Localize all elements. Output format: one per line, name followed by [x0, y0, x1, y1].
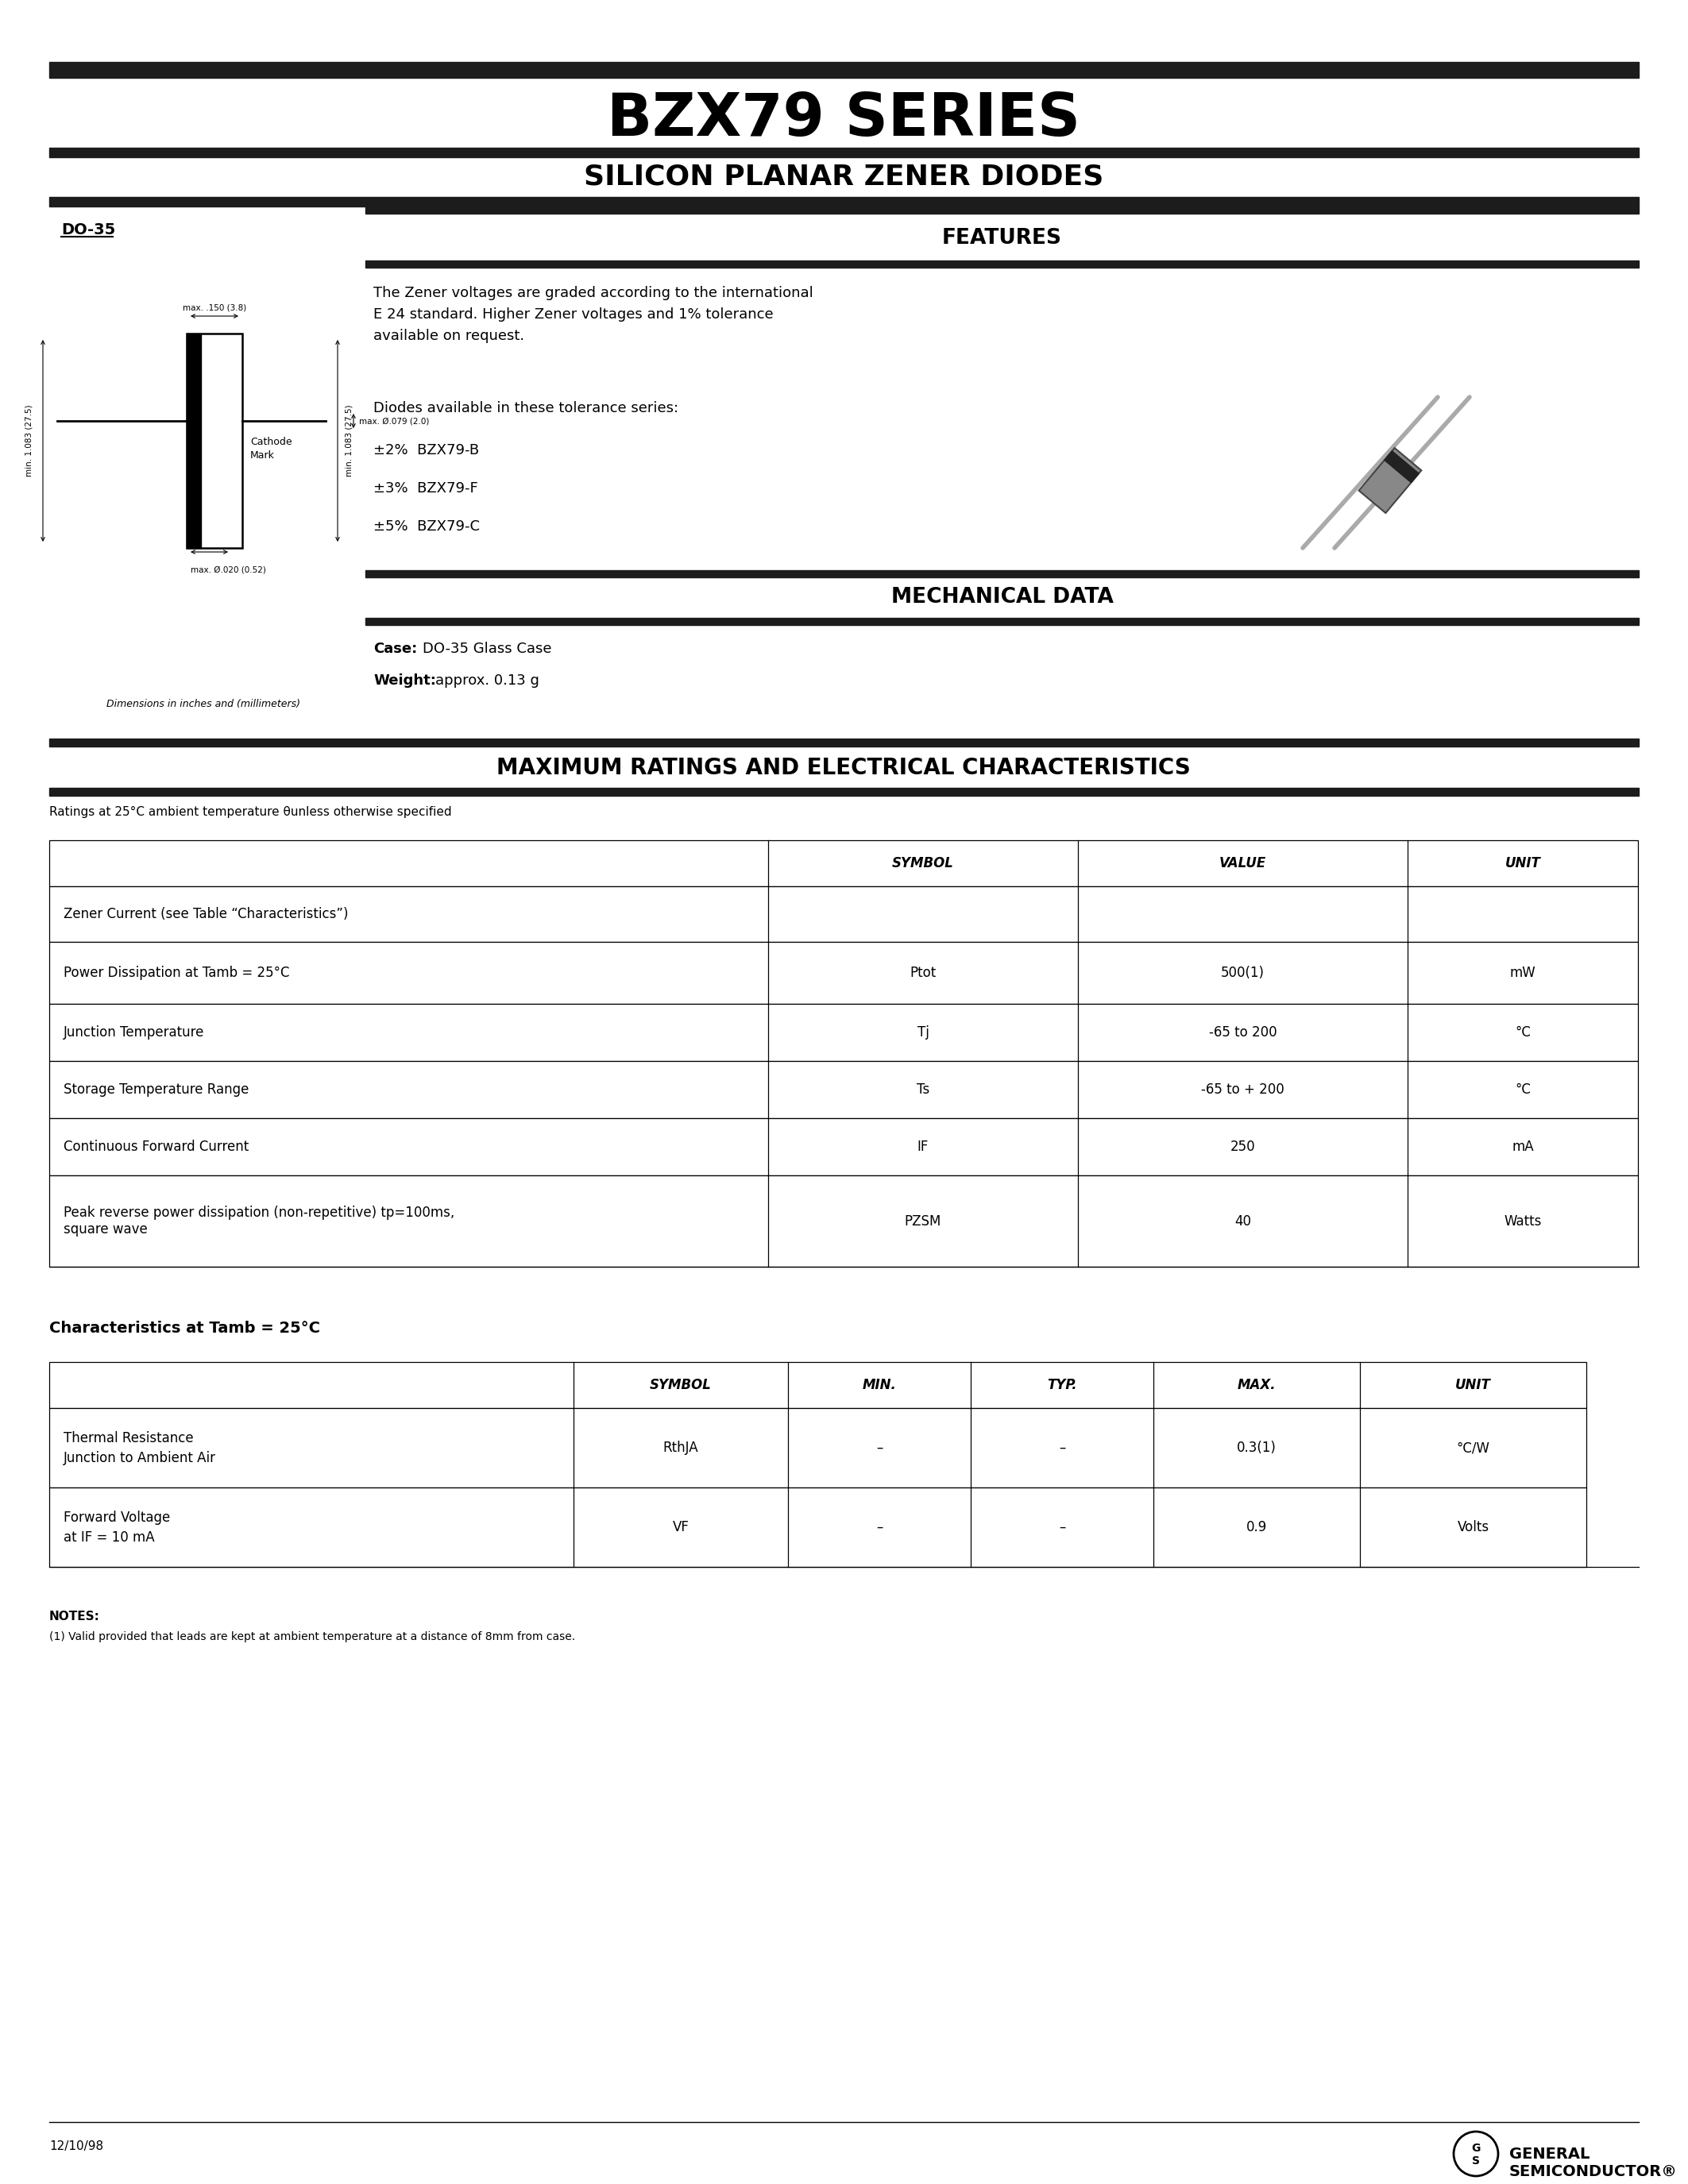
Text: 0.9: 0.9	[1246, 1520, 1268, 1535]
Text: Storage Temperature Range: Storage Temperature Range	[64, 1083, 248, 1096]
Text: max. Ø.020 (0.52): max. Ø.020 (0.52)	[191, 566, 267, 574]
Text: Ts: Ts	[917, 1083, 930, 1096]
Text: –: –	[1058, 1520, 1065, 1535]
Text: Junction Temperature: Junction Temperature	[64, 1024, 204, 1040]
Text: mW: mW	[1509, 965, 1536, 981]
Bar	[49, 841, 1637, 887]
Text: Characteristics at Tamb = 25°C: Characteristics at Tamb = 25°C	[49, 1321, 321, 1337]
Text: 40: 40	[1234, 1214, 1251, 1227]
Bar	[49, 61, 1639, 79]
Text: ±2%  BZX79-B: ±2% BZX79-B	[373, 443, 479, 456]
Text: BZX79 SERIES: BZX79 SERIES	[608, 90, 1080, 149]
Text: Cathode
Mark: Cathode Mark	[250, 437, 292, 461]
Text: Ptot: Ptot	[910, 965, 937, 981]
Bar	[1359, 448, 1421, 513]
Text: NOTES:: NOTES:	[49, 1610, 100, 1623]
Text: SYMBOL: SYMBOL	[891, 856, 954, 871]
Text: UNIT: UNIT	[1455, 1378, 1491, 1391]
Bar	[49, 1175, 1637, 1267]
Text: –: –	[876, 1520, 883, 1535]
Text: approx. 0.13 g: approx. 0.13 g	[436, 673, 538, 688]
Text: ±3%  BZX79-F: ±3% BZX79-F	[373, 480, 478, 496]
Text: FEATURES: FEATURES	[942, 227, 1062, 249]
Text: The Zener voltages are graded according to the international
E 24 standard. High: The Zener voltages are graded according …	[373, 286, 814, 343]
Bar	[365, 207, 1639, 214]
Bar	[49, 197, 1639, 207]
Text: TYP.: TYP.	[1047, 1378, 1077, 1391]
Text: G: G	[1472, 2143, 1480, 2153]
Text: Case:: Case:	[373, 642, 417, 655]
Text: min. 1.083 (27.5): min. 1.083 (27.5)	[346, 404, 353, 476]
Text: Power Dissipation at Tamb = 25°C: Power Dissipation at Tamb = 25°C	[64, 965, 290, 981]
Text: MIN.: MIN.	[863, 1378, 896, 1391]
Bar	[365, 260, 1639, 269]
Text: °C: °C	[1514, 1024, 1531, 1040]
Text: VF: VF	[672, 1520, 689, 1535]
Text: SYMBOL: SYMBOL	[650, 1378, 712, 1391]
Bar	[49, 1363, 1587, 1409]
Text: Weight:: Weight:	[373, 673, 436, 688]
Bar	[1384, 452, 1420, 483]
Text: Ratings at 25°C ambient temperature θunless otherwise specified: Ratings at 25°C ambient temperature θunl…	[49, 806, 452, 819]
Text: Peak reverse power dissipation (non-repetitive) tp=100ms,
square wave: Peak reverse power dissipation (non-repe…	[64, 1206, 454, 1236]
Text: SEMICONDUCTOR®: SEMICONDUCTOR®	[1509, 2164, 1678, 2180]
Text: 500(1): 500(1)	[1220, 965, 1264, 981]
Text: Zener Current (see Table “Characteristics”): Zener Current (see Table “Characteristic…	[64, 906, 348, 922]
Text: max. .150 (3.8): max. .150 (3.8)	[182, 304, 246, 312]
Text: Tj: Tj	[917, 1024, 928, 1040]
Bar	[49, 1005, 1637, 1061]
Bar	[187, 334, 201, 548]
Bar	[49, 149, 1639, 157]
Text: °C/W: °C/W	[1457, 1441, 1491, 1455]
Bar	[365, 618, 1639, 625]
Text: Watts: Watts	[1504, 1214, 1541, 1227]
Bar	[49, 887, 1637, 941]
Text: SILICON PLANAR ZENER DIODES: SILICON PLANAR ZENER DIODES	[584, 164, 1104, 190]
Text: –: –	[1058, 1441, 1065, 1455]
Text: (1) Valid provided that leads are kept at ambient temperature at a distance of 8: (1) Valid provided that leads are kept a…	[49, 1631, 576, 1642]
Text: -65 to + 200: -65 to + 200	[1202, 1083, 1285, 1096]
Bar	[49, 788, 1639, 795]
Text: Volts: Volts	[1457, 1520, 1489, 1535]
Text: VALUE: VALUE	[1219, 856, 1266, 871]
Text: Continuous Forward Current: Continuous Forward Current	[64, 1140, 248, 1153]
Text: MAX.: MAX.	[1237, 1378, 1276, 1391]
Text: –: –	[876, 1441, 883, 1455]
Bar	[49, 1409, 1587, 1487]
Text: MECHANICAL DATA: MECHANICAL DATA	[891, 587, 1114, 607]
Text: Forward Voltage
at IF = 10 mA: Forward Voltage at IF = 10 mA	[64, 1509, 170, 1544]
Bar	[49, 941, 1637, 1005]
Bar	[49, 1061, 1637, 1118]
Text: 250: 250	[1231, 1140, 1256, 1153]
Text: IF: IF	[917, 1140, 928, 1153]
Bar	[49, 1487, 1587, 1566]
Text: DO-35: DO-35	[61, 223, 115, 238]
Text: RthJA: RthJA	[663, 1441, 699, 1455]
Text: MAXIMUM RATINGS AND ELECTRICAL CHARACTERISTICS: MAXIMUM RATINGS AND ELECTRICAL CHARACTER…	[496, 758, 1190, 780]
Text: min. 1.083 (27.5): min. 1.083 (27.5)	[25, 404, 34, 476]
Bar	[187, 334, 243, 548]
Text: Thermal Resistance
Junction to Ambient Air: Thermal Resistance Junction to Ambient A…	[64, 1431, 216, 1465]
Text: max. Ø.079 (2.0): max. Ø.079 (2.0)	[360, 417, 429, 426]
Text: -65 to 200: -65 to 200	[1209, 1024, 1276, 1040]
Text: 12/10/98: 12/10/98	[49, 2140, 103, 2151]
Text: Diodes available in these tolerance series:: Diodes available in these tolerance seri…	[373, 402, 679, 415]
Text: PZSM: PZSM	[905, 1214, 942, 1227]
Bar	[365, 570, 1639, 577]
Text: °C: °C	[1514, 1083, 1531, 1096]
Text: DO-35 Glass Case: DO-35 Glass Case	[422, 642, 552, 655]
Bar	[49, 738, 1639, 747]
Bar	[49, 1118, 1637, 1175]
Text: Dimensions in inches and (millimeters): Dimensions in inches and (millimeters)	[106, 699, 300, 710]
Text: GENERAL: GENERAL	[1509, 2147, 1590, 2162]
Text: S: S	[1472, 2156, 1480, 2167]
Text: 0.3(1): 0.3(1)	[1237, 1441, 1276, 1455]
Text: UNIT: UNIT	[1506, 856, 1541, 871]
Text: mA: mA	[1512, 1140, 1534, 1153]
Text: ±5%  BZX79-C: ±5% BZX79-C	[373, 520, 479, 533]
